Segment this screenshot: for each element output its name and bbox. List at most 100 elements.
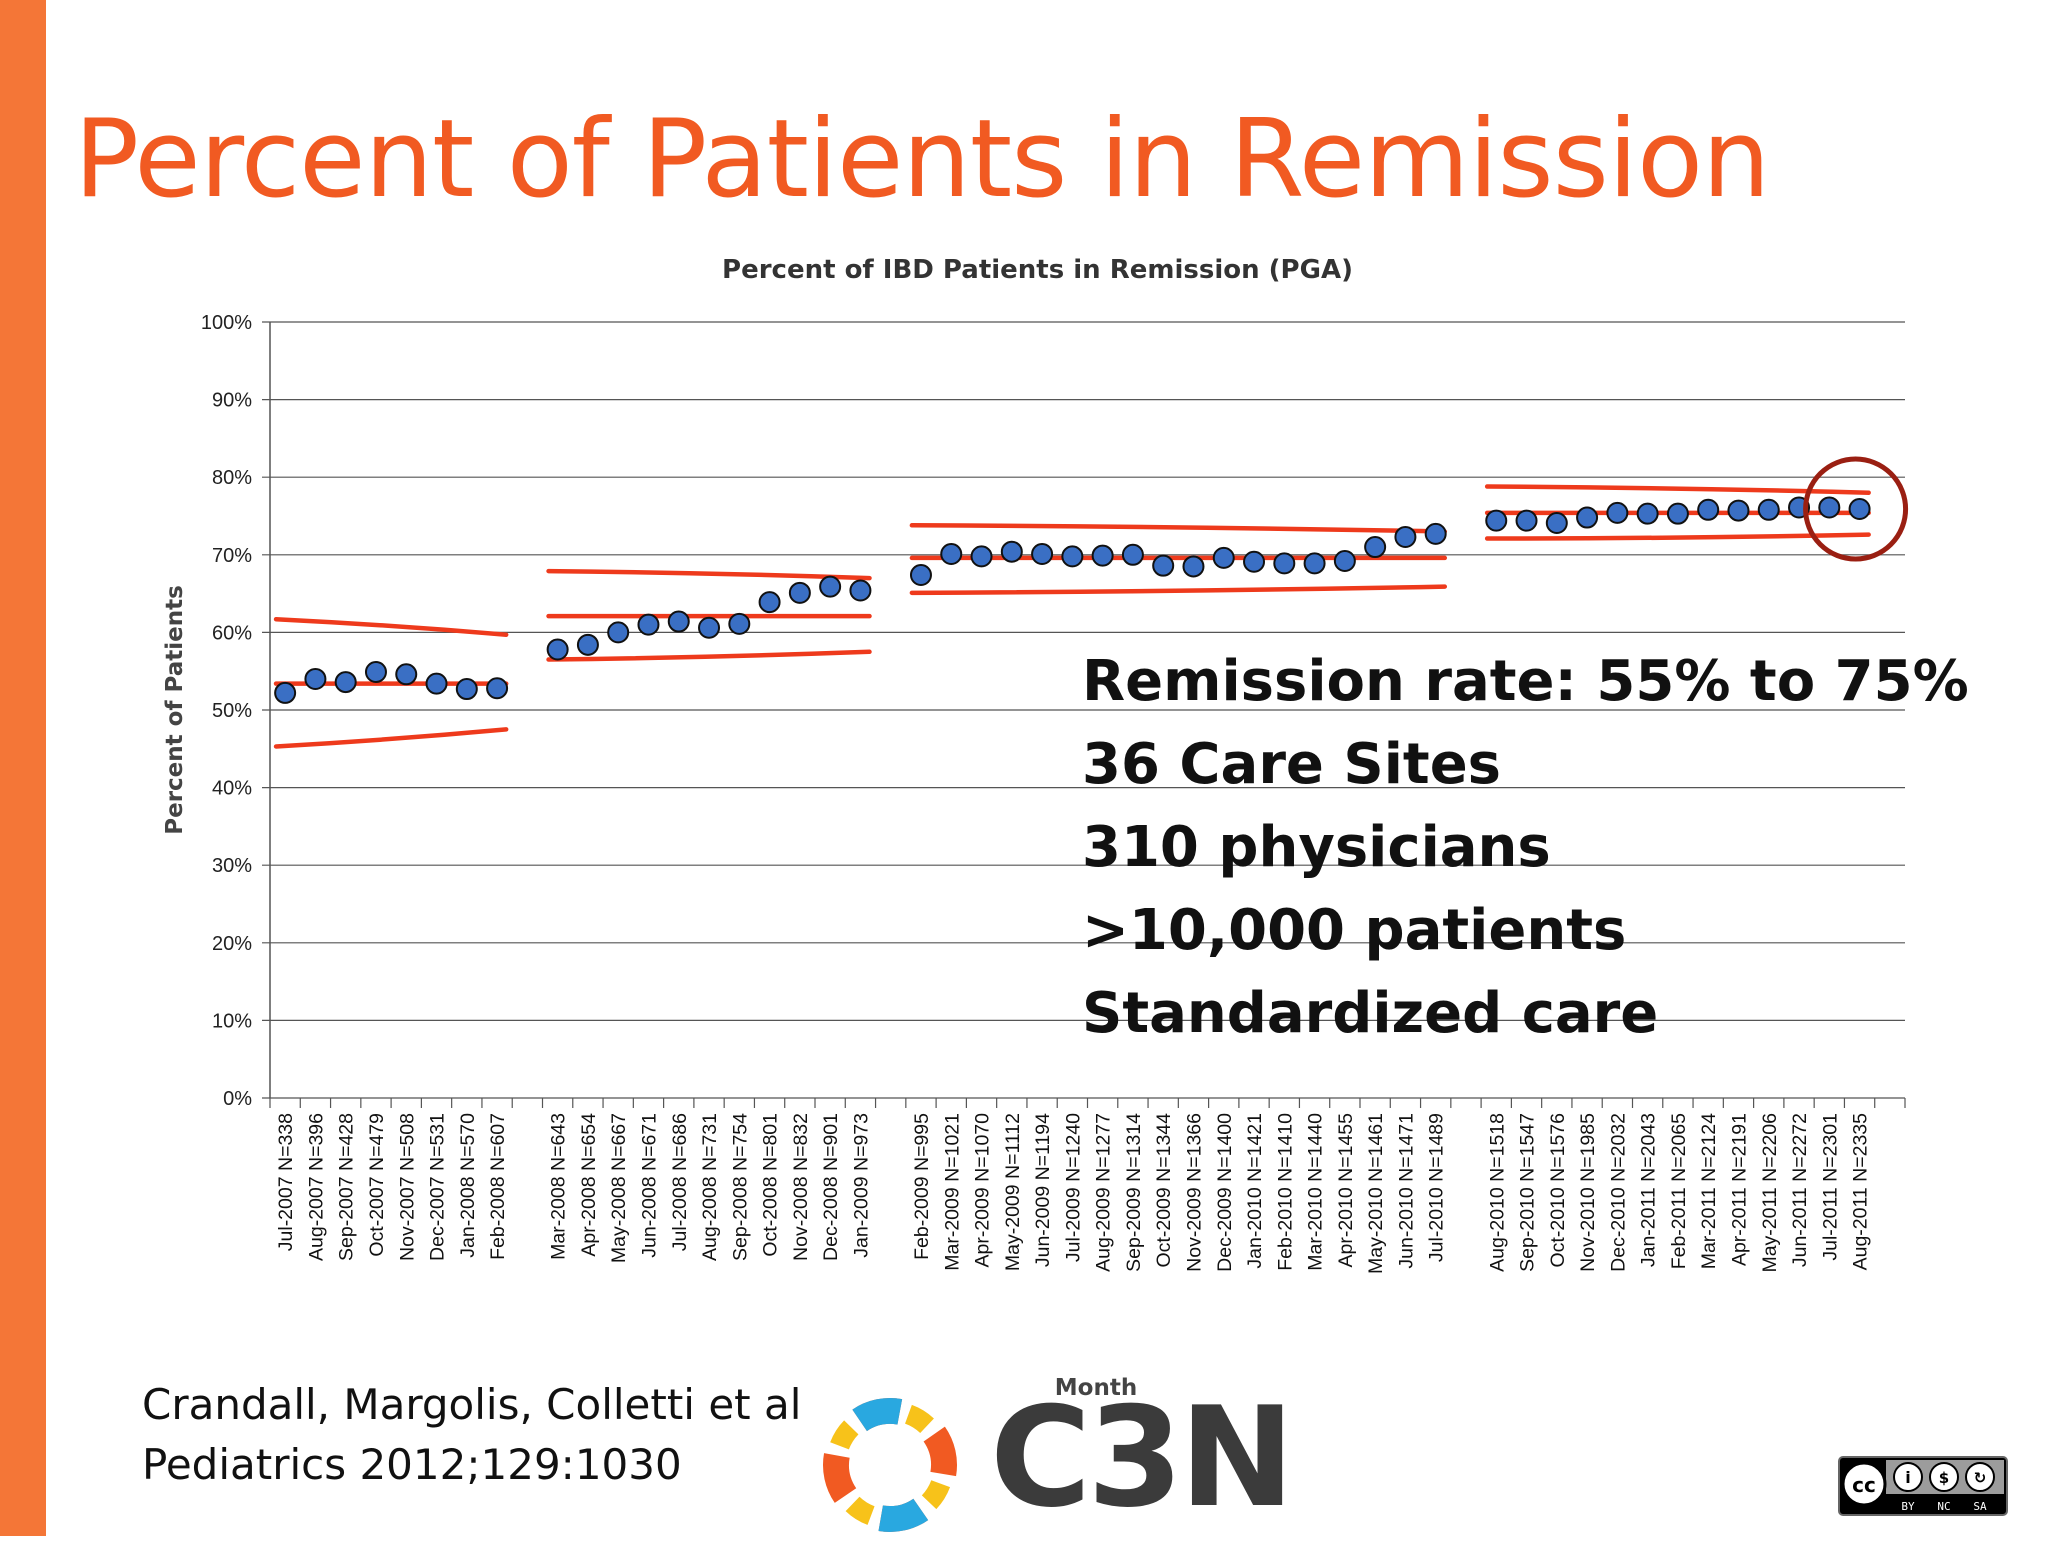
x-tick-label: Jul-2009 N=1240 [1062, 1113, 1084, 1262]
upper-control-limit [273, 616, 509, 637]
x-tick-label: Jan-2008 N=570 [457, 1113, 479, 1258]
x-tick-label: Jun-2010 N=1471 [1395, 1113, 1417, 1269]
x-tick-label: Feb-2008 N=607 [487, 1113, 509, 1260]
c3n-logo-icon [823, 1398, 957, 1532]
x-tick-label: Jul-2011 N=2301 [1819, 1113, 1841, 1261]
x-tick-label: Jul-2008 N=686 [669, 1113, 691, 1251]
data-point [1303, 552, 1326, 575]
x-tick-label: Dec-2010 N=2032 [1607, 1113, 1629, 1272]
x-tick-label: Jan-2011 N=2043 [1638, 1113, 1660, 1267]
data-point [1000, 540, 1023, 563]
data-point [395, 663, 418, 686]
data-point [1061, 545, 1084, 568]
data-point [1212, 546, 1235, 569]
citation: Crandall, Margolis, Colletti et al Pedia… [142, 1375, 801, 1495]
stat-remission-rate: Remission rate: 55% to 75% [1082, 649, 1969, 714]
x-tick-label: Aug-2010 N=1518 [1486, 1113, 1508, 1272]
x-tick-label: Feb-2011 N=2065 [1668, 1113, 1690, 1269]
upper-control-limit [546, 568, 872, 581]
data-point [637, 613, 660, 636]
data-point [819, 575, 842, 598]
data-point [1515, 509, 1538, 532]
x-tick-label: Dec-2009 N=1400 [1214, 1113, 1236, 1272]
y-tick-label: 100% [201, 312, 252, 334]
data-point [698, 616, 721, 639]
stat-physicians: 310 physicians [1082, 815, 1551, 880]
lower-control-limit [273, 727, 509, 749]
y-axis-label: Percent of Patients [162, 585, 188, 835]
x-tick-label: Sep-2009 N=1314 [1123, 1113, 1145, 1272]
citation-journal: Pediatrics 2012;129:1030 [142, 1440, 682, 1489]
x-tick-label: Sep-2010 N=1547 [1517, 1113, 1539, 1272]
x-tick-label: Oct-2008 N=801 [760, 1113, 782, 1257]
data-point [1757, 498, 1780, 521]
x-tick-label: May-2010 N=1461 [1365, 1113, 1387, 1274]
x-tick-label: Oct-2009 N=1344 [1153, 1113, 1175, 1268]
x-tick-label: Mar-2010 N=1440 [1305, 1113, 1327, 1271]
data-point [425, 672, 448, 695]
data-point [1818, 496, 1841, 519]
cc-nc-label: NC [1937, 1500, 1950, 1513]
x-tick-label: Nov-2009 N=1366 [1183, 1113, 1205, 1272]
data-point [849, 579, 872, 602]
x-tick-label: Jun-2011 N=2272 [1789, 1113, 1811, 1267]
data-point [455, 678, 478, 701]
x-axis-label: Month [1055, 1375, 1137, 1401]
x-tick-label: Feb-2009 N=995 [911, 1113, 933, 1260]
x-tick-label: Mar-2008 N=643 [548, 1113, 570, 1260]
x-tick-label: Aug-2007 N=396 [305, 1113, 327, 1261]
data-point [728, 612, 751, 635]
x-tick-label: May-2011 N=2206 [1759, 1113, 1781, 1273]
x-tick-label: Mar-2011 N=2124 [1698, 1113, 1720, 1269]
slide-title: Percent of Patients in Remission [74, 97, 1770, 222]
x-tick-label: Sep-2007 N=428 [336, 1113, 358, 1261]
data-point [1424, 522, 1447, 545]
x-tick-label: Feb-2010 N=1410 [1274, 1113, 1296, 1271]
y-tick-label: 60% [212, 622, 252, 644]
data-point [304, 667, 327, 690]
upper-control-limit [909, 523, 1448, 534]
y-tick-label: 70% [212, 545, 252, 567]
data-point [274, 681, 297, 704]
x-tick-label: Jan-2009 N=973 [850, 1113, 872, 1258]
c3n-logo-text: C3N [990, 1377, 1295, 1538]
x-tick-label: Apr-2008 N=654 [578, 1113, 600, 1257]
x-tick-label: Sep-2008 N=754 [729, 1113, 751, 1261]
svg-text:i: i [1905, 1468, 1910, 1487]
creative-commons-badge: cc i $ ↻ BY NC SA [1838, 1456, 2008, 1516]
y-tick-label: 10% [212, 1010, 252, 1032]
data-point [1848, 498, 1871, 521]
data-point [1606, 501, 1629, 524]
x-tick-label: Apr-2011 N=2191 [1728, 1113, 1750, 1266]
data-point [1576, 506, 1599, 529]
data-point [1666, 502, 1689, 525]
y-tick-label: 0% [223, 1088, 252, 1110]
data-point [486, 677, 509, 700]
stat-care-sites: 36 Care Sites [1082, 732, 1502, 797]
data-point [546, 638, 569, 661]
accent-sidebar [0, 0, 46, 1536]
data-point [1364, 536, 1387, 559]
x-tick-label: Nov-2008 N=832 [790, 1113, 812, 1261]
data-point [788, 581, 811, 604]
data-point [758, 591, 781, 614]
upper-control-limit [1484, 484, 1871, 495]
data-point [1485, 509, 1508, 532]
x-tick-label: Oct-2010 N=1576 [1547, 1113, 1569, 1267]
data-point [1121, 543, 1144, 566]
data-point [334, 671, 357, 694]
y-tick-label: 50% [212, 700, 252, 722]
data-point [576, 633, 599, 656]
data-point [667, 610, 690, 633]
cc-by-label: BY [1901, 1500, 1915, 1513]
x-tick-label: Jun-2008 N=671 [638, 1113, 660, 1258]
highlight-circle [1803, 456, 1909, 562]
x-tick-label: Aug-2011 N=2335 [1850, 1113, 1872, 1271]
y-tick-label: 90% [212, 390, 252, 412]
data-point [1394, 525, 1417, 548]
svg-text:$: $ [1939, 1469, 1949, 1487]
x-tick-label: Apr-2009 N=1070 [972, 1113, 994, 1268]
lower-control-limit [546, 649, 872, 662]
x-tick-label: Dec-2008 N=901 [820, 1113, 842, 1261]
